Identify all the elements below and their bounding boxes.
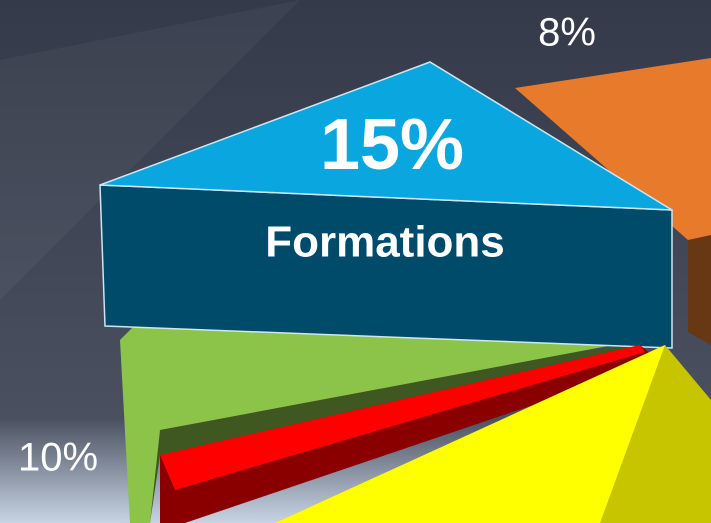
red-slice bbox=[160, 345, 645, 490]
value-label: 8% bbox=[538, 11, 596, 55]
background-streak bbox=[0, 0, 300, 300]
category-label: Formations bbox=[265, 218, 505, 267]
yellow-slice bbox=[275, 345, 665, 523]
red-slice-side bbox=[160, 345, 660, 523]
value-label: 10% bbox=[18, 436, 98, 480]
labels: 15% Formations 8% 10% bbox=[18, 11, 596, 480]
slice bbox=[99, 61, 673, 211]
slice bbox=[120, 325, 640, 523]
slice bbox=[515, 58, 711, 240]
value-label: 15% bbox=[320, 105, 464, 185]
slice-side bbox=[688, 212, 711, 345]
slices bbox=[99, 58, 711, 523]
